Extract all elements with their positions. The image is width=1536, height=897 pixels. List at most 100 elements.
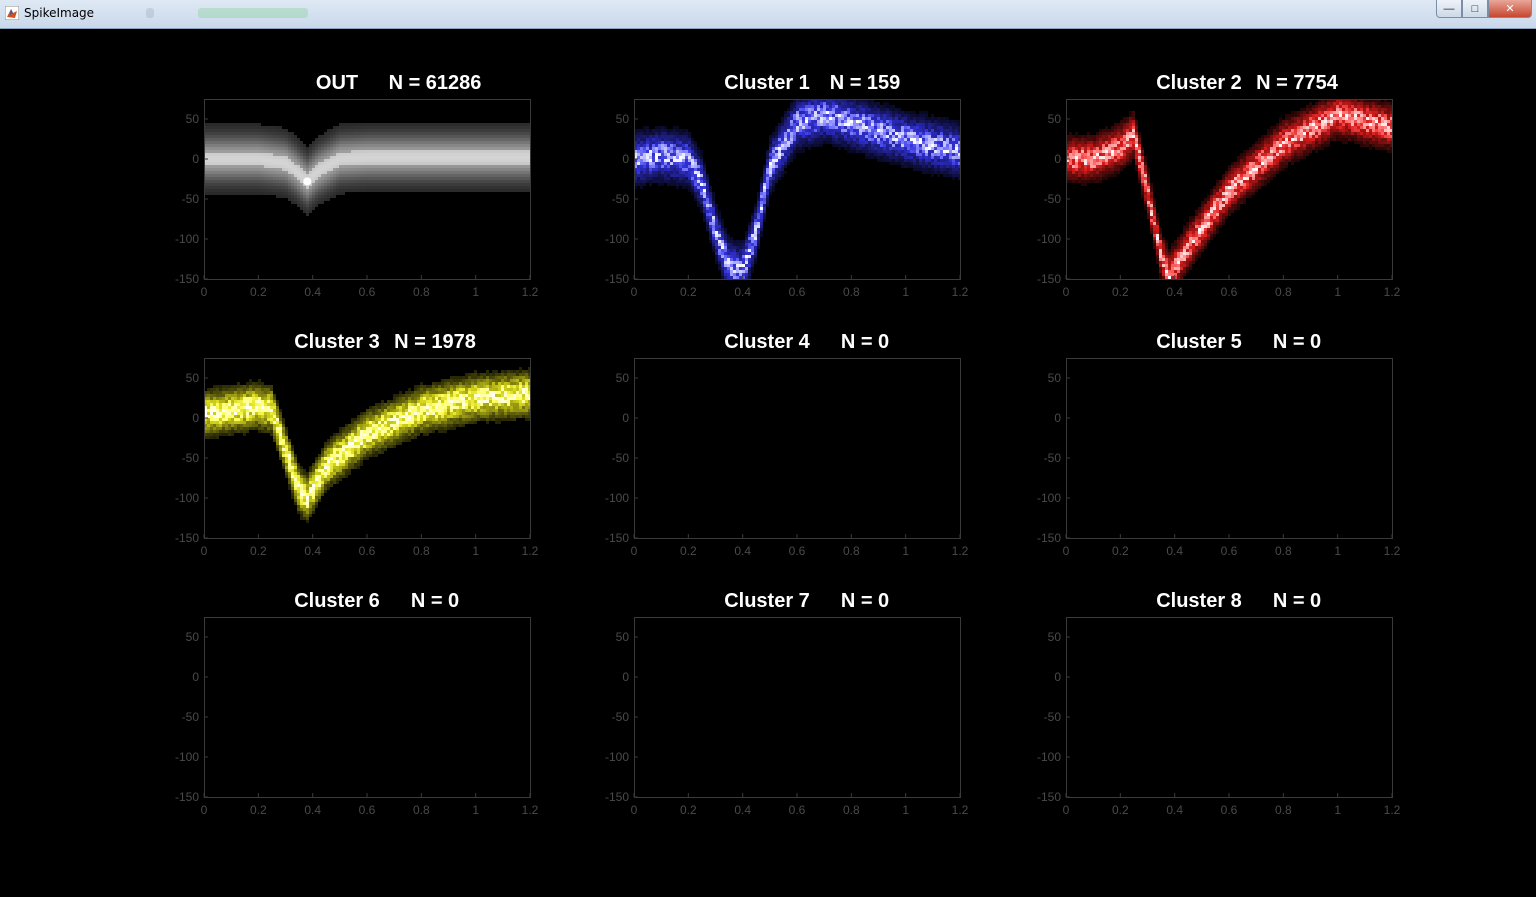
x-tick-label: 0.2 bbox=[1112, 285, 1129, 299]
close-button[interactable]: ✕ bbox=[1488, 0, 1532, 18]
minimize-button[interactable]: — bbox=[1436, 0, 1462, 18]
x-tick-label: 0.4 bbox=[304, 285, 321, 299]
y-tick-label: -100 bbox=[1037, 232, 1061, 246]
y-tick-label: 50 bbox=[186, 630, 200, 644]
background-tab-indicator bbox=[146, 8, 154, 18]
y-tick-label: -100 bbox=[605, 232, 629, 246]
x-tick-label: 0.8 bbox=[843, 285, 860, 299]
x-tick-label: 0.6 bbox=[1221, 544, 1238, 558]
x-tick-label: 0.2 bbox=[250, 803, 267, 817]
x-tick-label: 1 bbox=[472, 544, 479, 558]
x-tick-label: 0 bbox=[1063, 803, 1070, 817]
x-tick-label: 1.2 bbox=[1384, 544, 1401, 558]
x-tick-label: 0 bbox=[631, 544, 638, 558]
y-tick-label: 50 bbox=[616, 630, 630, 644]
x-tick-label: 0.2 bbox=[250, 285, 267, 299]
y-tick-label: -50 bbox=[1044, 192, 1062, 206]
x-tick-label: 0.8 bbox=[413, 544, 430, 558]
y-tick-label: 50 bbox=[186, 112, 200, 126]
x-tick-label: 0.6 bbox=[359, 544, 376, 558]
x-tick-label: 0.6 bbox=[789, 803, 806, 817]
x-tick-label: 1 bbox=[902, 803, 909, 817]
y-tick-label: -100 bbox=[175, 491, 199, 505]
y-tick-label: 50 bbox=[186, 371, 200, 385]
x-tick-label: 1.2 bbox=[952, 803, 969, 817]
x-tick-label: 1.2 bbox=[1384, 803, 1401, 817]
x-tick-label: 0.6 bbox=[789, 544, 806, 558]
x-tick-label: 1.2 bbox=[952, 544, 969, 558]
x-tick-label: 1.2 bbox=[522, 803, 539, 817]
waveform-density bbox=[634, 99, 961, 279]
x-tick-label: 0 bbox=[201, 803, 208, 817]
axes-box bbox=[205, 618, 531, 798]
subplot-title: Cluster 4 bbox=[724, 331, 810, 353]
subplot-count: N = 7754 bbox=[1256, 72, 1339, 94]
y-tick-label: -150 bbox=[175, 531, 199, 545]
x-tick-label: 0.8 bbox=[1275, 803, 1292, 817]
y-tick-label: 0 bbox=[622, 411, 629, 425]
x-tick-label: 0.4 bbox=[734, 803, 751, 817]
window-controls: — □ ✕ bbox=[1436, 0, 1532, 20]
y-tick-label: -50 bbox=[1044, 451, 1062, 465]
x-tick-label: 1 bbox=[1334, 285, 1341, 299]
y-tick-label: 0 bbox=[1054, 670, 1061, 684]
x-tick-label: 0.4 bbox=[1166, 285, 1183, 299]
y-tick-label: -150 bbox=[1037, 272, 1061, 286]
y-tick-label: -150 bbox=[605, 790, 629, 804]
y-tick-label: 0 bbox=[622, 670, 629, 684]
subplot-count: N = 0 bbox=[411, 590, 459, 612]
background-tab-indicator bbox=[198, 8, 308, 18]
subplot-count: N = 0 bbox=[1273, 331, 1321, 353]
y-tick-label: -50 bbox=[1044, 710, 1062, 724]
x-tick-label: 0.2 bbox=[680, 285, 697, 299]
subplot-title: Cluster 1 bbox=[724, 72, 810, 94]
x-tick-label: 0.8 bbox=[1275, 285, 1292, 299]
y-tick-label: -150 bbox=[605, 531, 629, 545]
x-tick-label: 0 bbox=[1063, 285, 1070, 299]
subplot-count: N = 1978 bbox=[394, 331, 476, 353]
y-tick-label: 0 bbox=[622, 152, 629, 166]
subplot-title: Cluster 2 bbox=[1156, 72, 1242, 94]
x-tick-label: 0.6 bbox=[789, 285, 806, 299]
y-tick-label: -50 bbox=[612, 192, 630, 206]
x-tick-label: 1 bbox=[1334, 544, 1341, 558]
x-tick-label: 0.8 bbox=[843, 803, 860, 817]
x-tick-label: 1 bbox=[472, 803, 479, 817]
y-tick-label: -50 bbox=[182, 710, 200, 724]
maximize-button[interactable]: □ bbox=[1462, 0, 1488, 18]
subplot-title: Cluster 8 bbox=[1156, 590, 1242, 612]
y-tick-label: -100 bbox=[1037, 491, 1061, 505]
y-tick-label: 0 bbox=[1054, 152, 1061, 166]
y-tick-label: 50 bbox=[1048, 112, 1062, 126]
y-tick-label: -100 bbox=[175, 232, 199, 246]
waveform-peak bbox=[303, 177, 311, 185]
y-tick-label: 50 bbox=[616, 371, 630, 385]
subplot-title: Cluster 7 bbox=[724, 590, 810, 612]
axes-box bbox=[1067, 359, 1393, 539]
window-title: SpikeImage bbox=[24, 6, 94, 20]
x-tick-label: 0 bbox=[201, 285, 208, 299]
x-tick-label: 0 bbox=[1063, 544, 1070, 558]
y-tick-label: 0 bbox=[192, 152, 199, 166]
x-tick-label: 0 bbox=[201, 544, 208, 558]
subplot-count: N = 0 bbox=[841, 590, 889, 612]
x-tick-label: 0.8 bbox=[413, 285, 430, 299]
subplot-title: Cluster 5 bbox=[1156, 331, 1242, 353]
x-tick-label: 1 bbox=[1334, 803, 1341, 817]
x-tick-label: 0.2 bbox=[680, 803, 697, 817]
waveform-density bbox=[1066, 99, 1393, 279]
y-tick-label: -150 bbox=[1037, 531, 1061, 545]
subplot-title: Cluster 3 bbox=[294, 331, 380, 353]
y-tick-label: -100 bbox=[605, 750, 629, 764]
x-tick-label: 0.2 bbox=[250, 544, 267, 558]
x-tick-label: 0.2 bbox=[1112, 803, 1129, 817]
x-tick-label: 1 bbox=[902, 285, 909, 299]
x-tick-label: 1.2 bbox=[522, 285, 539, 299]
x-tick-label: 0.2 bbox=[1112, 544, 1129, 558]
y-tick-label: 0 bbox=[192, 670, 199, 684]
